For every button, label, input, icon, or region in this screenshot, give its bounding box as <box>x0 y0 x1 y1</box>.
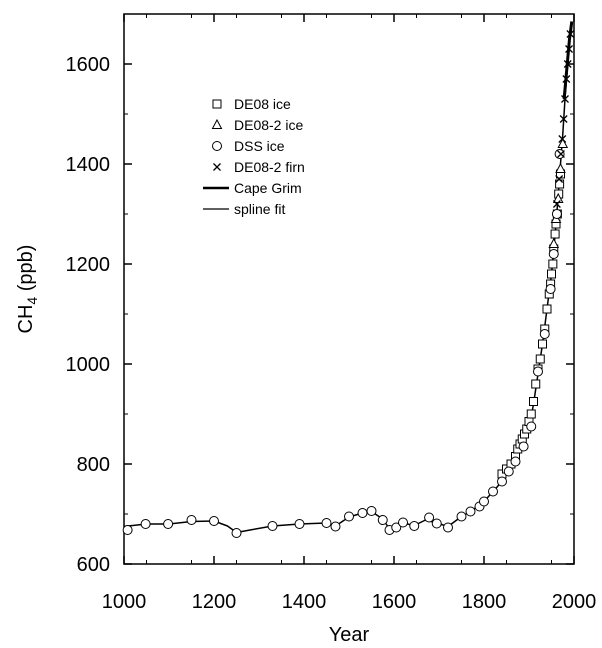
data-point <box>398 517 408 528</box>
data-point <box>545 284 556 294</box>
legend-label: DE08 ice <box>234 96 291 112</box>
legend-swatch-marker <box>211 118 223 129</box>
data-point <box>563 60 572 68</box>
data-point <box>558 135 567 143</box>
x-tick-label: 1200 <box>192 591 237 613</box>
data-point <box>366 506 377 516</box>
data-point <box>562 75 571 83</box>
data-point <box>565 45 574 53</box>
series-dss-ice <box>122 149 565 538</box>
data-point <box>561 95 569 103</box>
data-point <box>163 519 174 529</box>
data-point <box>488 486 498 497</box>
y-tick-label: 1000 <box>66 354 111 376</box>
data-point <box>330 521 341 532</box>
data-point <box>510 456 521 467</box>
data-point <box>209 516 219 526</box>
x-axis-ticks: 1000 1200 1400 1600 1800 2000 <box>102 14 597 613</box>
data-point <box>550 229 560 239</box>
data-point <box>542 304 552 314</box>
x-axis-title: Year <box>329 624 370 646</box>
x-tick-label: 2000 <box>552 591 597 613</box>
data-point <box>552 200 561 208</box>
data-point <box>357 508 368 518</box>
data-point <box>503 466 514 477</box>
legend: DE08 ice DE08-2 ice DSS ice DE08-2 firn Cape… <box>203 96 305 217</box>
data-point <box>557 137 569 148</box>
data-point <box>267 521 278 531</box>
data-point <box>518 441 529 452</box>
data-point <box>551 209 562 219</box>
data-point <box>344 511 354 522</box>
legend-label: DE08-2 firn <box>234 159 305 175</box>
data-point <box>526 421 537 432</box>
data-point <box>443 522 453 533</box>
y-tick-label: 1200 <box>66 254 111 276</box>
data-point <box>424 512 435 523</box>
data-point <box>535 354 545 364</box>
data-point <box>555 175 564 183</box>
y-tick-label: 600 <box>77 554 110 576</box>
x-tick-label: 1000 <box>102 591 147 613</box>
x-tick-label: 1800 <box>462 591 507 613</box>
data-point <box>231 528 242 538</box>
data-point <box>556 150 565 158</box>
legend-label: Cape Grim <box>234 180 302 196</box>
series-de08-2-firn <box>552 30 575 208</box>
y-tick-label: 1600 <box>66 54 111 76</box>
data-point <box>465 506 476 517</box>
data-point <box>547 269 556 279</box>
data-point <box>497 476 507 487</box>
legend-label: spline fit <box>234 201 285 217</box>
y-axis-ticks: 600 800 1000 1200 1400 1600 <box>66 54 574 576</box>
data-point <box>538 339 547 349</box>
data-point <box>456 511 467 522</box>
data-point <box>122 525 133 535</box>
legend-swatch-marker <box>212 141 222 151</box>
data-point <box>526 409 536 419</box>
data-point <box>377 515 388 525</box>
legend-label: DE08-2 ice <box>234 117 303 133</box>
y-axis-title-subscript: 4 <box>24 297 40 305</box>
data-point <box>409 521 420 531</box>
y-tick-label: 800 <box>77 454 110 476</box>
legend-swatch-marker <box>212 99 222 109</box>
data-point <box>559 115 568 123</box>
data-point <box>294 519 305 529</box>
series-de08-2-ice <box>548 137 569 248</box>
data-point <box>140 519 151 529</box>
data-point <box>479 496 489 507</box>
series-layer <box>122 21 575 538</box>
data-point <box>391 522 402 533</box>
data-point <box>554 149 565 159</box>
data-point <box>186 515 197 525</box>
data-point <box>548 237 560 248</box>
data-point <box>529 397 538 406</box>
data-point <box>555 162 566 173</box>
data-point <box>539 329 550 339</box>
x-tick-label: 1400 <box>282 591 327 613</box>
y-axis-title-tail: (ppb) <box>15 245 37 297</box>
data-point <box>548 259 558 269</box>
y-axis-title-main: CH <box>15 305 37 334</box>
y-tick-label: 1400 <box>66 154 111 176</box>
legend-label: DSS ice <box>234 138 285 154</box>
legend-swatch-marker <box>213 163 221 171</box>
data-point <box>533 366 543 377</box>
data-point <box>531 379 541 389</box>
data-point <box>548 249 559 259</box>
data-point <box>431 518 442 529</box>
y-axis-title: CH4 (ppb) <box>15 245 40 334</box>
plot-frame <box>123 13 575 565</box>
data-point <box>321 518 332 528</box>
x-tick-label: 1600 <box>372 591 417 613</box>
data-point <box>566 30 575 38</box>
series-line-spline-fit <box>123 21 573 534</box>
